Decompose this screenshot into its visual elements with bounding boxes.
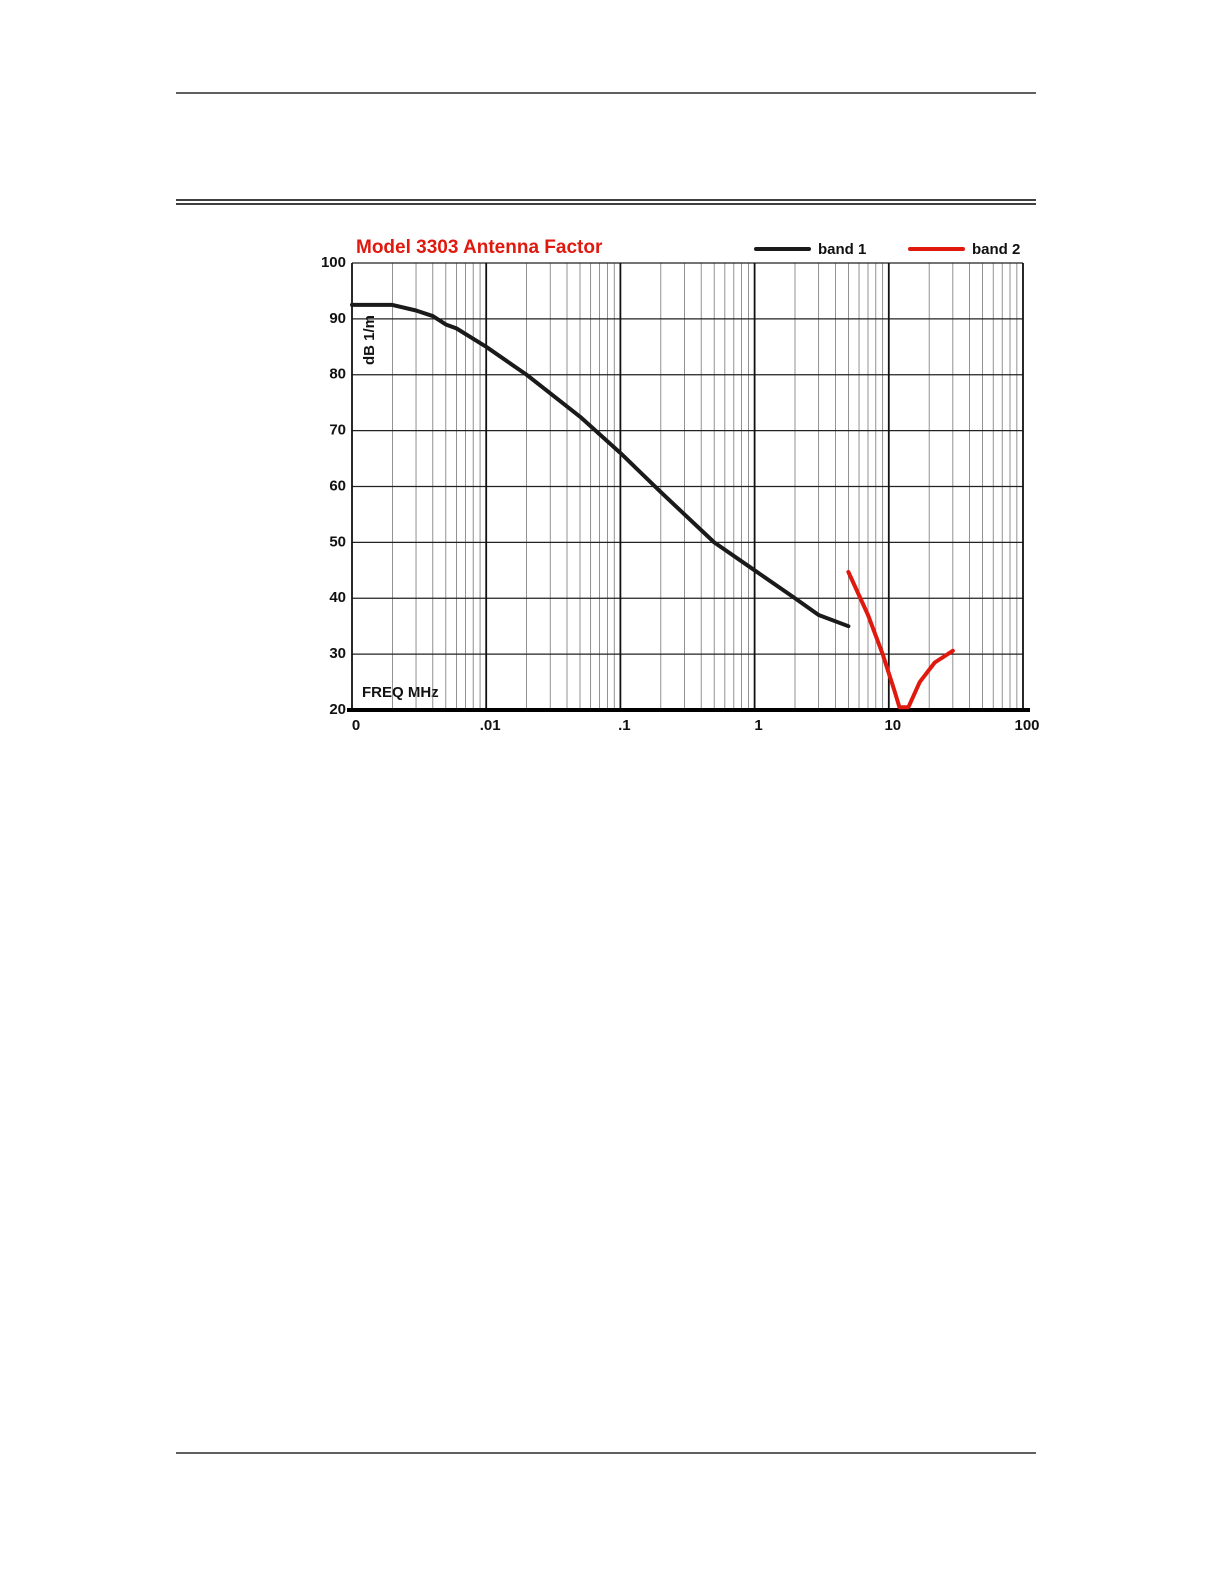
data-line xyxy=(350,302,851,629)
x-tick-label: 1 xyxy=(754,717,762,734)
chart: Model 3303 Antenna Factor FREQ MHz dB 1/… xyxy=(321,237,1040,734)
y-tick-label: 30 xyxy=(329,645,346,662)
legend-label: band 1 xyxy=(818,241,866,258)
x-tick-label: 10 xyxy=(884,717,901,734)
y-tick-label: 20 xyxy=(329,701,346,718)
y-tick-label: 60 xyxy=(329,477,346,494)
x-axis-label: FREQ MHz xyxy=(362,684,439,701)
data-line xyxy=(846,569,955,710)
y-tick-label: 100 xyxy=(321,254,346,271)
chart-title: Model 3303 Antenna Factor xyxy=(356,237,603,258)
legend-label: band 2 xyxy=(972,241,1020,258)
y-tick-label: 80 xyxy=(329,366,346,383)
x-tick-label: .1 xyxy=(618,717,631,734)
x-tick-label: 100 xyxy=(1014,717,1039,734)
y-tick-label: 70 xyxy=(329,422,346,439)
y-tick-label: 40 xyxy=(329,589,346,606)
y-tick-label: 50 xyxy=(329,533,346,550)
x-tick-label: 0 xyxy=(352,717,360,734)
y-tick-label: 90 xyxy=(329,310,346,327)
x-tick-label: .01 xyxy=(480,717,501,734)
y-axis-label: dB 1/m xyxy=(361,315,378,365)
